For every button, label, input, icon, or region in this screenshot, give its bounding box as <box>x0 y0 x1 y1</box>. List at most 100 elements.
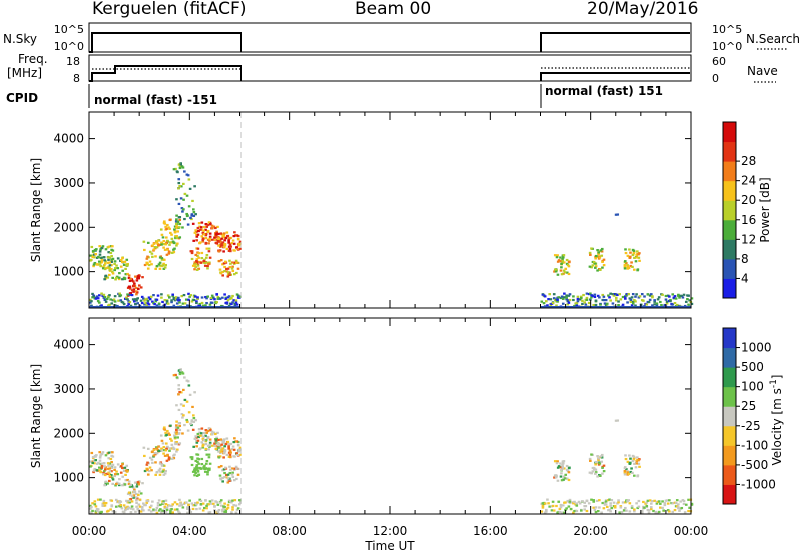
power-cell <box>173 228 176 231</box>
power-cell <box>200 235 204 238</box>
velocity-cell <box>230 501 233 504</box>
velocity-cell <box>575 504 579 507</box>
power-cell <box>585 298 589 301</box>
power-cell <box>157 243 160 247</box>
power-cell <box>129 304 133 307</box>
velocity-cell <box>158 473 162 476</box>
velocity-cell <box>239 501 242 504</box>
power-cell <box>626 265 630 268</box>
power-cell <box>642 299 645 302</box>
power-cell <box>170 299 173 302</box>
power-cell <box>174 222 178 225</box>
velocity-cell <box>106 482 110 485</box>
velocity-cell <box>115 482 118 486</box>
velocity-cell <box>100 466 104 469</box>
velocity-cell <box>91 456 95 459</box>
velocity-cell <box>135 505 138 508</box>
power-cell <box>202 233 206 236</box>
velocity-cell <box>177 387 181 391</box>
velocity-cell <box>222 456 225 459</box>
power-cell <box>637 253 640 256</box>
power-cell <box>221 274 224 277</box>
velocity-cell <box>233 437 236 440</box>
velocity-cell <box>194 459 198 463</box>
velocity-cell <box>633 508 636 511</box>
velocity-cell <box>129 483 132 486</box>
velocity-cell <box>223 502 226 505</box>
velocity-cell <box>107 457 111 460</box>
velocity-cell <box>119 471 123 474</box>
velocity-cell <box>121 466 124 470</box>
velocity-cell <box>103 473 107 477</box>
power-cell <box>89 259 92 262</box>
velocity-cell <box>102 471 105 475</box>
velocity-cell <box>157 469 161 472</box>
velocity-cell <box>143 469 147 473</box>
velocity-cell <box>566 469 570 473</box>
velocity-cell <box>123 483 127 486</box>
power-cell <box>687 294 690 297</box>
power-cell <box>217 240 220 243</box>
power-cell <box>172 248 175 251</box>
velocity-cell <box>98 456 102 459</box>
velocity-cell <box>221 469 224 472</box>
power-colorbar-swatch <box>723 219 736 240</box>
power-cell <box>221 263 224 266</box>
power-cell <box>204 295 207 299</box>
velocity-cell <box>206 470 209 474</box>
velocity-cell <box>167 458 171 461</box>
velocity-cell <box>172 457 176 460</box>
velocity-cell <box>230 511 233 514</box>
velocity-cell <box>594 460 598 464</box>
velocity-cell <box>128 485 132 489</box>
power-cell <box>113 300 117 303</box>
velocity-cell <box>626 460 630 463</box>
velocity-cell <box>665 499 669 502</box>
power-cell <box>132 290 135 293</box>
power-cell <box>113 268 117 272</box>
power-cell <box>100 259 104 262</box>
power-cell <box>225 267 228 271</box>
power-cell <box>216 239 220 242</box>
velocity-cell <box>558 507 562 510</box>
velocity-cell <box>158 462 162 465</box>
power-cell <box>226 267 230 270</box>
power-cell <box>111 257 115 260</box>
power-cell <box>134 298 137 301</box>
power-cell <box>122 303 126 306</box>
power-cell <box>117 277 121 281</box>
power-cell <box>181 166 185 169</box>
power-cell <box>589 298 592 301</box>
velocity-cell <box>223 449 227 452</box>
power-cell <box>210 238 214 241</box>
velocity-cell <box>133 488 136 491</box>
velocity-cell <box>106 472 109 475</box>
velocity-cell <box>137 483 141 486</box>
power-cell <box>561 302 565 305</box>
velocity-cell <box>567 471 571 474</box>
velocity-cell <box>649 508 653 511</box>
power-cell <box>205 297 208 300</box>
velocity-cell <box>154 446 158 449</box>
power-cell <box>103 267 107 271</box>
power-cell <box>91 292 94 296</box>
power-cell <box>138 304 142 307</box>
velocity-cell <box>193 501 197 505</box>
velocity-cell <box>107 464 110 467</box>
velocity-cell <box>196 460 199 463</box>
velocity-cell <box>594 472 597 475</box>
velocity-cell <box>177 408 181 412</box>
power-cell <box>635 256 638 259</box>
velocity-cell <box>103 468 107 471</box>
velocity-cell <box>100 462 104 465</box>
velocity-cell <box>590 498 593 501</box>
velocity-cell <box>578 502 582 505</box>
velocity-cell <box>626 470 629 473</box>
power-cell <box>187 298 190 301</box>
velocity-cell <box>602 470 606 473</box>
nsearch-label: N.Search <box>746 32 800 46</box>
power-cell <box>205 225 209 228</box>
velocity-cell <box>152 508 155 511</box>
velocity-cell <box>164 510 168 513</box>
x-tick-label: 16:00 <box>473 524 508 538</box>
